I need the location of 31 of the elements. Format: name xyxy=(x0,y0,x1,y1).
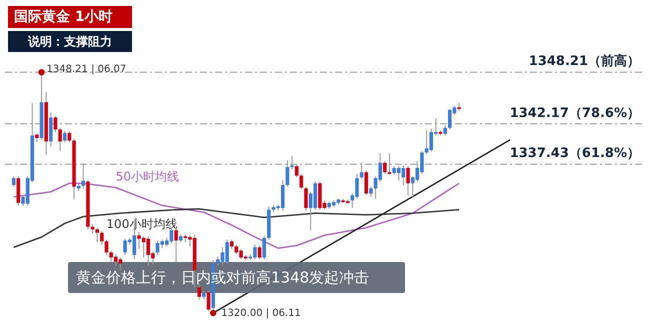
candlestick xyxy=(304,186,308,212)
candlestick xyxy=(12,176,16,188)
annotation: 1320.00 | 06.11 xyxy=(221,308,301,320)
series-label: 100小时均线 xyxy=(106,217,178,232)
annotation: 1348.21 | 06.07 xyxy=(46,64,126,76)
candlestick xyxy=(230,239,234,250)
ref-line-label: 1348.21（前高） xyxy=(528,53,640,70)
candlestick xyxy=(90,224,94,234)
candlestick xyxy=(369,186,373,198)
candlestick xyxy=(95,227,100,243)
candlestick xyxy=(262,236,266,260)
candlestick xyxy=(104,239,108,256)
candlestick xyxy=(364,170,368,196)
candlestick xyxy=(58,127,62,152)
candlestick xyxy=(258,245,262,260)
ref-line-label: 1337.43（61.8%） xyxy=(510,146,640,162)
candlestick xyxy=(62,130,67,143)
ref-line-label: 1342.17（78.6%） xyxy=(510,106,640,121)
candlestick xyxy=(146,236,150,267)
candlestick xyxy=(206,290,210,312)
chart-title: 国际黄金 1小时 xyxy=(14,9,113,25)
candlestick xyxy=(114,254,118,267)
candlestick xyxy=(280,179,285,212)
candlestick xyxy=(68,130,72,143)
candlestick xyxy=(197,283,202,300)
chart-subtitle: 说明：支撑阻力 xyxy=(27,34,112,48)
candlestick xyxy=(406,166,410,196)
candlestick xyxy=(100,230,104,246)
series-label: 50小时均线 xyxy=(116,170,180,184)
candlestick xyxy=(429,128,434,152)
candlestick xyxy=(300,173,304,190)
